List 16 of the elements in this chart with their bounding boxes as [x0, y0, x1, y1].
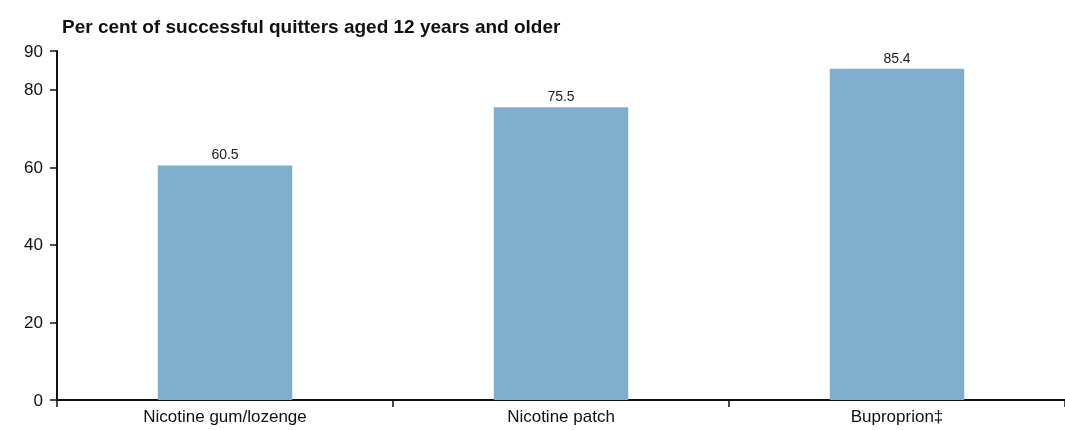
y-tick-label: 90: [24, 41, 43, 61]
x-tick-label: Nicotine patch: [507, 407, 615, 426]
data-label: 85.4: [883, 49, 911, 66]
y-tick-label: 0: [33, 390, 43, 410]
data-label: 75.5: [547, 88, 575, 105]
y-tick-label: 20: [24, 312, 43, 332]
y-tick-label: 60: [24, 157, 43, 177]
bar: [157, 165, 293, 400]
bar: [829, 68, 965, 400]
x-tick-label: Buproprion‡: [850, 407, 944, 426]
bar: [493, 107, 629, 400]
data-label: 60.5: [211, 146, 239, 163]
y-tick-label: 80: [24, 80, 43, 100]
y-tick-label: 40: [24, 235, 43, 255]
chart-title: Per cent of successful quitters aged 12 years and older: [62, 16, 562, 37]
x-tick-label: Nicotine gum/lozenge: [143, 407, 307, 426]
